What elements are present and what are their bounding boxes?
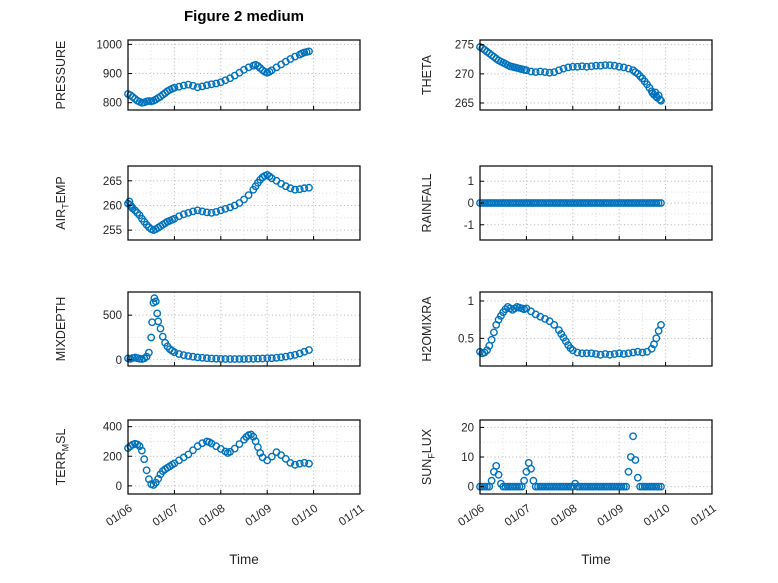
subplot-rainfall: -1 0 1 — [464, 165, 713, 241]
y-tick-label: 800 — [103, 98, 122, 110]
y-tick-label: 900 — [103, 69, 122, 81]
y-tick-label: 0 — [116, 481, 122, 493]
y-tick-label: 400 — [103, 422, 122, 434]
x-tick-label: 01/11 — [689, 503, 719, 529]
x-tick-label: 01/08 — [197, 503, 227, 529]
y-tick-label: 10 — [461, 452, 474, 464]
y-tick-label: -1 — [464, 220, 474, 232]
y-tick-label: 20 — [461, 422, 474, 434]
y-tick-label: 200 — [103, 451, 122, 463]
x-tick-label: 01/07 — [151, 503, 181, 529]
y-tick-label: 0 — [468, 482, 474, 494]
x-tick-label: 01/11 — [337, 503, 367, 529]
y-tick-label: 0 — [468, 198, 474, 210]
subplot-h2omixra: 0.51 — [458, 291, 713, 367]
y-tick-label: 0.5 — [458, 333, 474, 345]
subplot-terr-msl: 0 200 400 01/06 01/07 01/08 01/09 01/10 01/11 — [103, 419, 367, 529]
x-tick-label: 01/06 — [104, 503, 134, 529]
x-tick-label: 01/09 — [243, 503, 273, 529]
subplot-pressure: 800 900 1000 — [96, 39, 361, 111]
subplot-theta: 265 270 275 — [455, 39, 713, 111]
time-axis-label-left: Time — [229, 552, 259, 567]
y-tick-label: 1000 — [96, 39, 122, 51]
x-tick-label: 01/06 — [456, 503, 486, 529]
y-tick-label: 255 — [103, 225, 122, 237]
ylabel-terr-msl: TERRMSL — [54, 428, 71, 486]
x-tick-label: 01/09 — [595, 503, 625, 529]
x-tick-label: 01/07 — [503, 503, 533, 529]
figure-title: Figure 2 medium — [183, 8, 305, 25]
y-tick-label: 270 — [455, 69, 474, 81]
subplot-mixdepth: 0 500 — [103, 291, 361, 367]
y-tick-label: 275 — [455, 40, 474, 52]
y-tick-label: 1 — [468, 296, 474, 308]
subplot-air-temp: 255 260 265 — [103, 165, 361, 241]
y-tick-label: 265 — [455, 98, 474, 110]
x-tick-label: 01/10 — [642, 503, 672, 529]
subplot-sun-flux: 0 10 20 01/06 01/07 01/08 01/09 01/10 01/11 — [456, 419, 719, 529]
time-axis-label-right: Time — [581, 552, 611, 567]
y-tick-label: 1 — [468, 176, 474, 188]
y-tick-label: 260 — [103, 200, 122, 212]
x-tick-label: 01/10 — [290, 503, 320, 529]
ylabel-sun-flux: SUNFLUX — [420, 428, 437, 486]
x-tick-label: 01/08 — [549, 503, 579, 529]
y-tick-label: 265 — [103, 176, 122, 188]
y-tick-label: 500 — [103, 310, 122, 322]
y-tick-label: 0 — [116, 355, 122, 367]
